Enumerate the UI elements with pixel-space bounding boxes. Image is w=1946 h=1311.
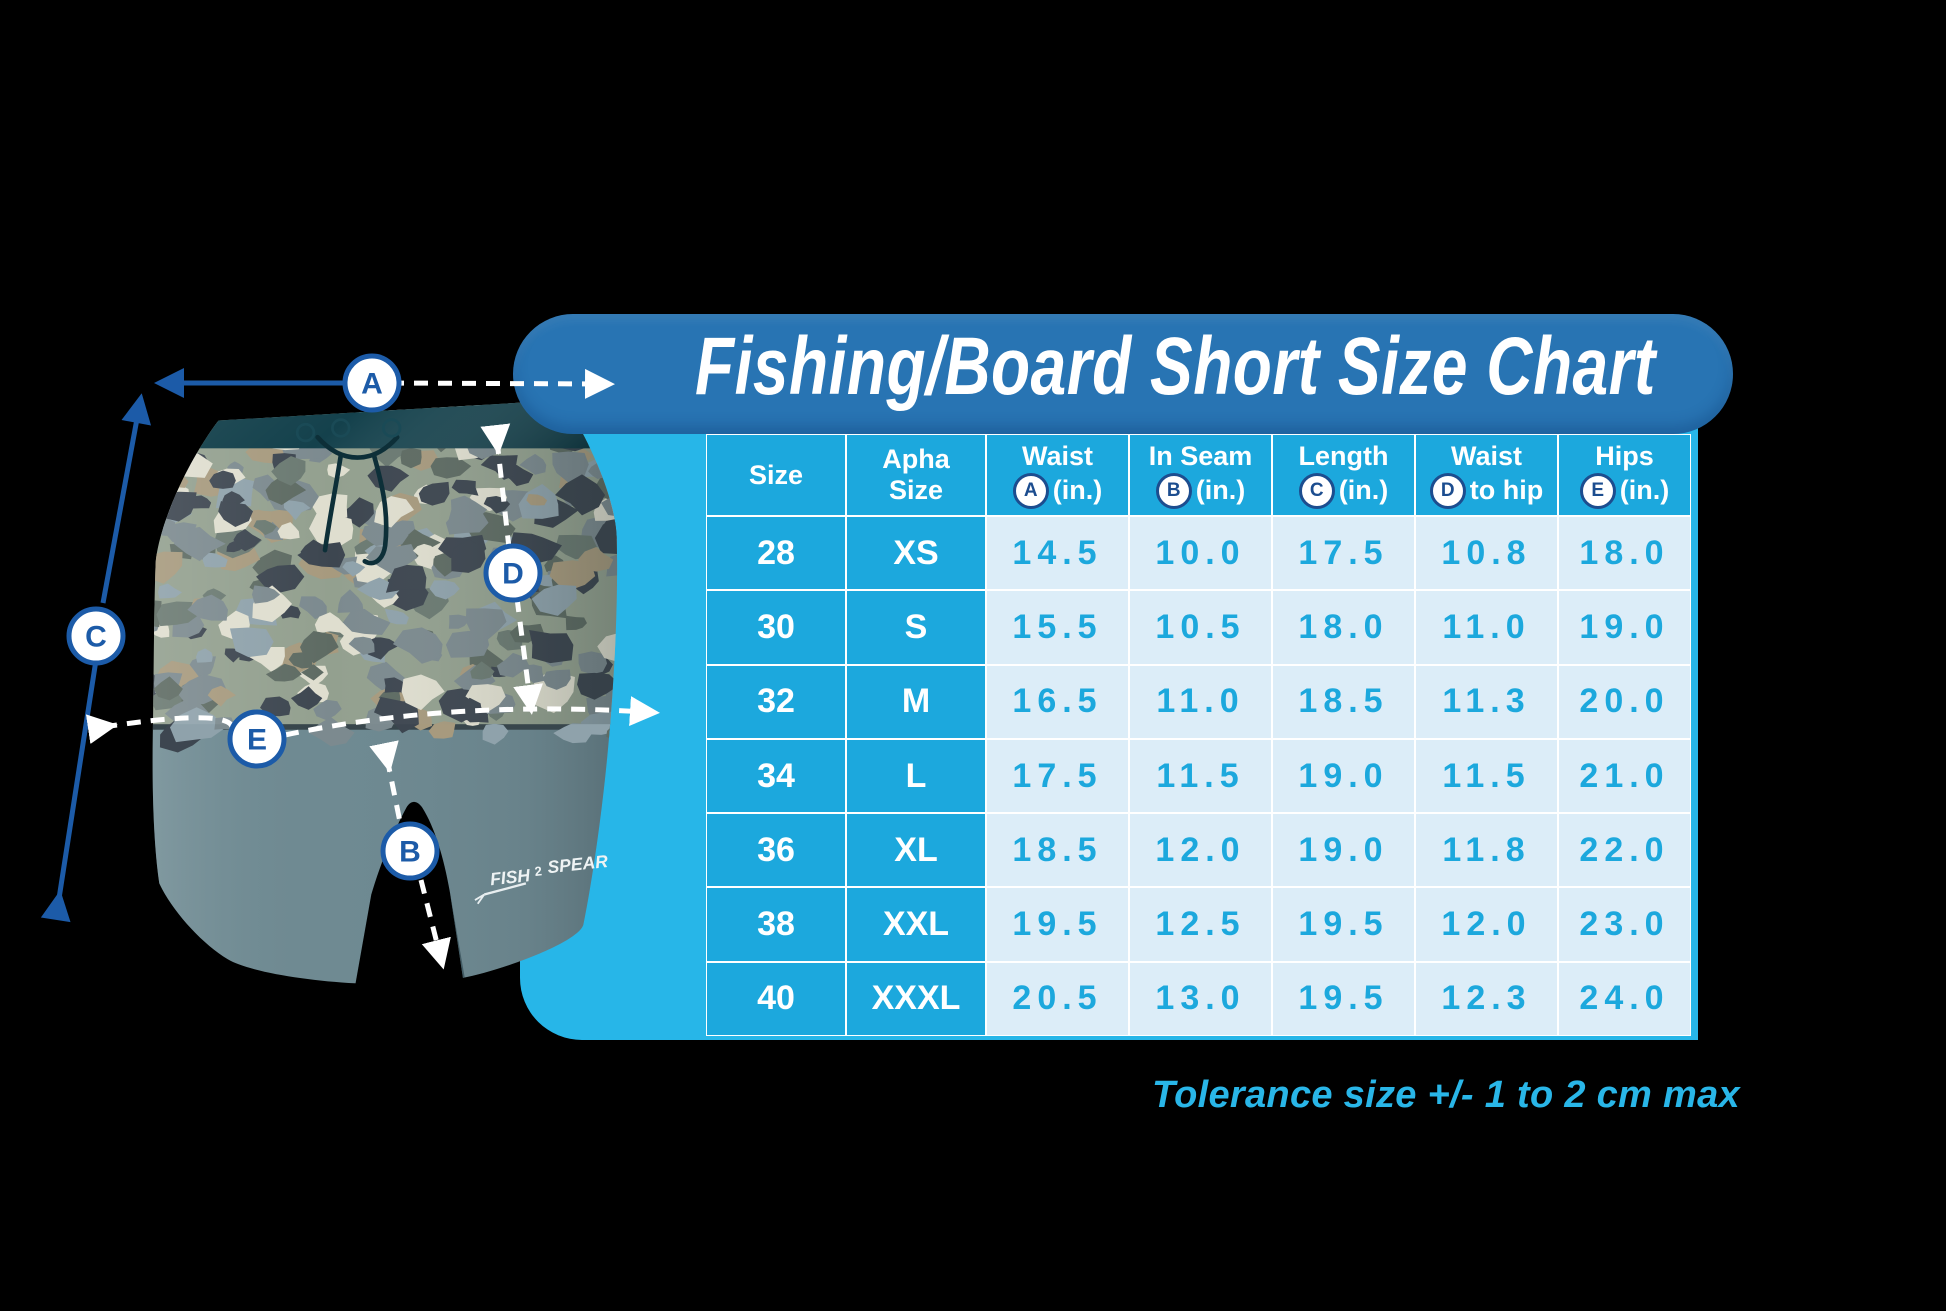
svg-text:E: E: [247, 724, 267, 757]
svg-text:C: C: [85, 621, 107, 654]
svg-text:B: B: [399, 836, 421, 869]
svg-text:A: A: [361, 368, 383, 401]
svg-text:D: D: [502, 558, 524, 591]
